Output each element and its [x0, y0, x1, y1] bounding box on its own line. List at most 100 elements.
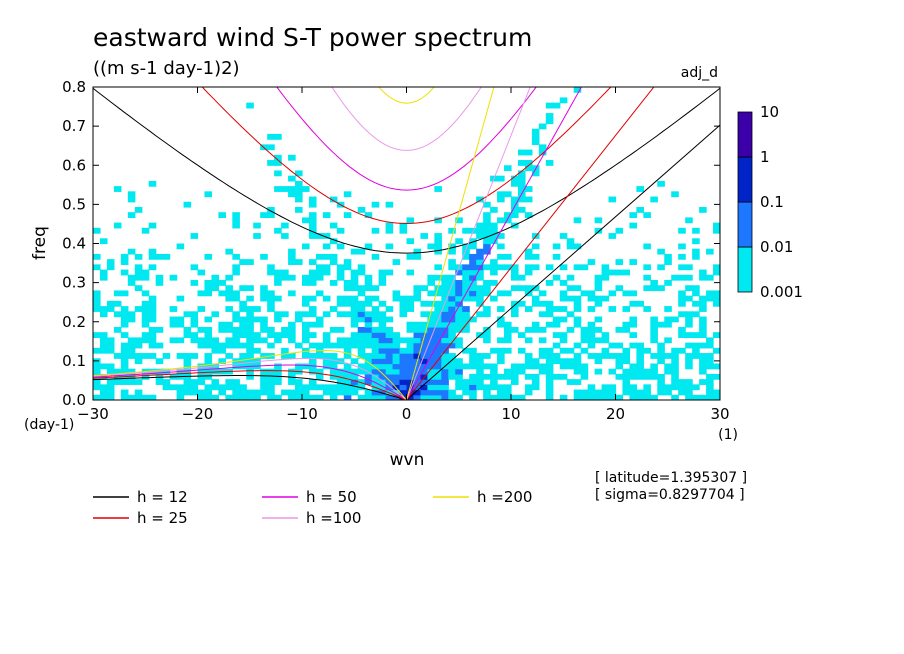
- field-cell: [274, 280, 282, 286]
- field-cell: [671, 353, 679, 359]
- field-cell: [120, 290, 129, 297]
- field-cell: [364, 316, 373, 323]
- field-cell: [699, 368, 707, 375]
- field-cell: [218, 347, 226, 354]
- field-cell: [406, 300, 415, 307]
- field-cell: [580, 264, 589, 271]
- field-cell: [406, 373, 415, 380]
- field-cell: [490, 347, 498, 354]
- field-cell: [308, 222, 317, 229]
- field-cell: [615, 259, 624, 265]
- field-cell: [448, 358, 456, 365]
- field-cell: [650, 368, 658, 375]
- field-cell: [357, 285, 366, 292]
- field-cell: [308, 368, 317, 375]
- field-cell: [664, 363, 672, 370]
- field-cell: [476, 285, 484, 292]
- field-cell: [462, 280, 470, 286]
- field-cell: [448, 332, 456, 338]
- field-cell: [462, 316, 470, 323]
- field-cell: [120, 332, 129, 338]
- field-cell: [225, 384, 233, 391]
- field-cell: [511, 196, 519, 203]
- dispersion-curves: [93, 87, 720, 400]
- field-cell: [378, 280, 387, 286]
- field-cell: [204, 290, 213, 297]
- field-cell: [127, 337, 136, 344]
- field-cell: [322, 384, 331, 391]
- field-cell: [281, 186, 289, 192]
- field-cell: [434, 311, 442, 318]
- field-cell: [706, 363, 714, 370]
- field-cell: [685, 332, 693, 338]
- field-cell: [308, 274, 317, 281]
- field-cell: [580, 290, 589, 297]
- field-cell: [246, 337, 254, 344]
- field-cell: [420, 379, 428, 385]
- colorbar-label: 10: [760, 103, 779, 121]
- field-cell: [608, 342, 617, 349]
- field-cell: [497, 191, 505, 198]
- field-cell: [364, 379, 373, 385]
- field-cell: [622, 358, 631, 365]
- field-cell: [629, 259, 637, 265]
- field-cell: [573, 368, 582, 375]
- field-cell: [545, 353, 554, 359]
- field-cell: [504, 368, 512, 375]
- field-cell: [315, 342, 324, 349]
- field-cell: [531, 253, 540, 260]
- field-cell: [371, 353, 380, 359]
- field-cell: [399, 363, 408, 370]
- field-cell: [629, 394, 637, 400]
- field-cell: [322, 233, 331, 239]
- field-cell: [580, 326, 589, 333]
- field-cell: [587, 353, 596, 359]
- field-cell: [545, 300, 554, 307]
- field-cell: [134, 337, 143, 344]
- field-cell: [350, 295, 359, 302]
- field-cell: [399, 227, 408, 234]
- field-cell: [225, 306, 233, 312]
- field-cell: [469, 264, 477, 271]
- field-cell: [99, 311, 108, 318]
- field-cell: [713, 389, 720, 396]
- field-cell: [378, 389, 387, 396]
- field-cell: [615, 342, 624, 349]
- field-cell: [392, 342, 401, 349]
- field-cell: [699, 306, 707, 312]
- field-cell: [462, 306, 470, 312]
- field-cell: [643, 389, 651, 396]
- field-cell: [392, 389, 401, 396]
- field-cell: [350, 384, 359, 391]
- field-cell: [357, 394, 366, 400]
- field-cell: [399, 368, 408, 375]
- field-cell: [706, 358, 714, 365]
- field-cell: [225, 337, 233, 344]
- field-cell: [350, 274, 359, 281]
- field-cell: [455, 379, 463, 385]
- chart-tag: adj_d: [681, 65, 718, 81]
- field-cell: [427, 300, 435, 307]
- field-cell: [538, 123, 547, 130]
- field-cell: [246, 321, 254, 328]
- field-cell: [343, 259, 352, 265]
- field-cell: [587, 321, 596, 328]
- field-cell: [699, 358, 707, 365]
- y-tick-label: 0.2: [62, 313, 86, 331]
- field-cell: [692, 300, 700, 307]
- field-cell: [162, 384, 171, 391]
- field-cell: [601, 269, 610, 276]
- field-cell: [559, 280, 568, 286]
- field-cell: [706, 290, 714, 297]
- field-cell: [371, 342, 380, 349]
- field-cell: [336, 368, 345, 375]
- field-cell: [462, 274, 470, 281]
- field-cell: [308, 332, 317, 338]
- field-cell: [357, 342, 366, 349]
- field-cell: [336, 326, 345, 333]
- rossby-curve: [93, 349, 407, 400]
- field-cell: [148, 300, 157, 307]
- field-cell: [573, 295, 582, 302]
- field-cell: [517, 368, 526, 375]
- field-cell: [134, 306, 143, 312]
